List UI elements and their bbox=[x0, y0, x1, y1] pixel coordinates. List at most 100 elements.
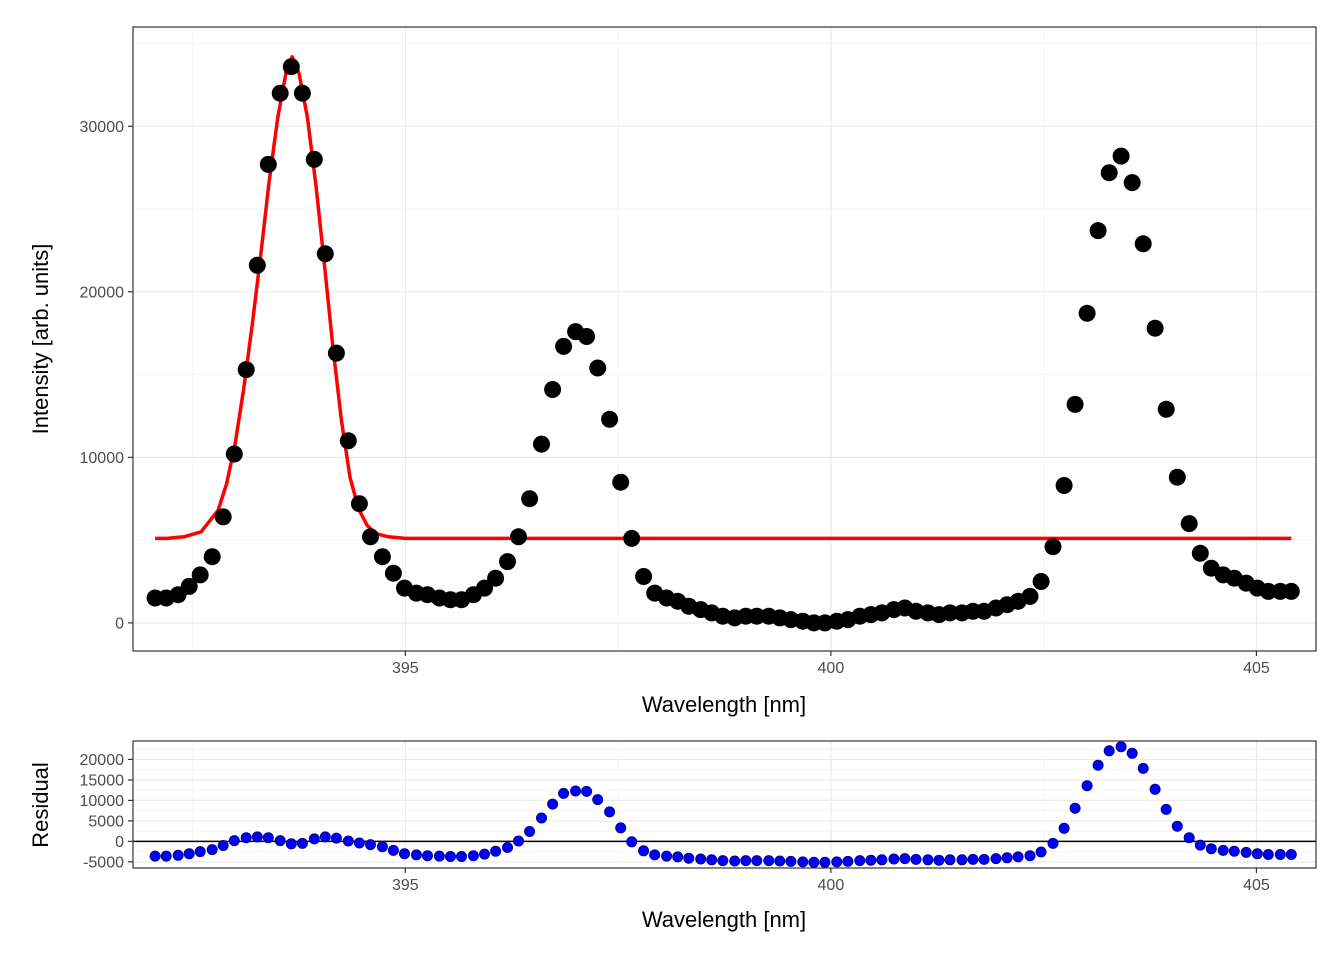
residual-point bbox=[1012, 851, 1024, 863]
residual-point bbox=[410, 849, 422, 861]
residual-point bbox=[1251, 848, 1263, 860]
residual-point bbox=[933, 854, 945, 866]
residual-point bbox=[751, 855, 763, 867]
data-point bbox=[1112, 147, 1130, 165]
data-point bbox=[533, 435, 550, 453]
y-tick-label: 0 bbox=[115, 834, 124, 851]
residual-point bbox=[1024, 850, 1036, 862]
data-point bbox=[1134, 235, 1152, 253]
residual-point bbox=[854, 855, 866, 867]
data-point bbox=[1146, 319, 1164, 337]
residual-point bbox=[967, 853, 979, 865]
data-point bbox=[339, 432, 357, 450]
data-point bbox=[1180, 515, 1198, 533]
residual-panel: 395 400 405 -5000 0 5000 10000 15000 20000 Wavel… bbox=[28, 740, 1317, 932]
residual-point bbox=[149, 850, 161, 862]
x-tick-label: 395 bbox=[392, 877, 419, 894]
residual-point bbox=[706, 854, 718, 866]
x-tick-label: 405 bbox=[1243, 877, 1270, 894]
residual-point bbox=[683, 852, 695, 864]
residual-point bbox=[387, 844, 399, 856]
data-point bbox=[601, 410, 619, 428]
residual-point bbox=[1126, 747, 1138, 759]
data-point bbox=[612, 473, 630, 491]
residual-point bbox=[1262, 849, 1274, 860]
y-tick-label: 30000 bbox=[80, 119, 125, 136]
residual-point bbox=[865, 854, 877, 866]
main-x-axis-title: Wavelength [nm] bbox=[642, 692, 806, 717]
data-point bbox=[350, 495, 368, 513]
data-point bbox=[1089, 222, 1107, 240]
residual-point bbox=[445, 851, 456, 862]
data-point bbox=[248, 256, 266, 274]
residual-point bbox=[296, 837, 308, 849]
data-point bbox=[327, 344, 345, 362]
residual-point bbox=[160, 850, 172, 862]
residual-point bbox=[399, 848, 410, 860]
residual-point bbox=[479, 848, 490, 860]
residual-point bbox=[581, 785, 593, 797]
residual-point bbox=[342, 835, 354, 847]
data-point bbox=[748, 607, 766, 625]
residual-point bbox=[944, 854, 956, 866]
residual-point bbox=[524, 826, 536, 837]
residual-point bbox=[206, 844, 218, 856]
data-point bbox=[1157, 400, 1175, 418]
data-point bbox=[589, 359, 607, 377]
residual-point bbox=[615, 822, 627, 834]
residual-point bbox=[1001, 852, 1013, 864]
residual-point bbox=[274, 835, 286, 847]
residual-point bbox=[1205, 843, 1217, 855]
data-point bbox=[555, 337, 573, 355]
residual-point bbox=[456, 851, 467, 862]
residual-point bbox=[490, 845, 502, 857]
residual-point bbox=[990, 853, 1002, 865]
residual-point bbox=[626, 836, 638, 848]
data-point bbox=[316, 245, 334, 263]
residual-x-axis-title: Wavelength [nm] bbox=[642, 907, 806, 932]
data-point bbox=[305, 150, 323, 168]
residual-point bbox=[910, 853, 922, 865]
residual-point bbox=[604, 806, 616, 818]
residual-plot-area bbox=[133, 741, 1316, 868]
data-point bbox=[476, 579, 493, 597]
residual-point bbox=[251, 831, 263, 843]
data-point bbox=[1191, 544, 1209, 562]
y-tick-label: 0 bbox=[115, 615, 124, 632]
data-point bbox=[259, 155, 277, 173]
residual-point bbox=[717, 855, 729, 867]
residual-point bbox=[978, 853, 990, 865]
data-point bbox=[180, 577, 198, 595]
data-point bbox=[1282, 582, 1300, 600]
residual-point bbox=[1160, 803, 1172, 815]
residual-point bbox=[513, 835, 524, 847]
residual-point bbox=[547, 798, 559, 810]
residual-point bbox=[1081, 780, 1093, 792]
data-point bbox=[623, 529, 641, 547]
y-tick-label: 10000 bbox=[80, 450, 125, 467]
data-point bbox=[1021, 587, 1039, 605]
data-point bbox=[578, 328, 596, 345]
main-panel-background bbox=[133, 27, 1316, 651]
residual-point bbox=[1149, 783, 1161, 795]
data-point bbox=[1100, 164, 1118, 182]
residual-point bbox=[922, 854, 934, 866]
residual-ticks: 395 400 405 -5000 0 5000 10000 15000 20000 bbox=[80, 752, 1270, 894]
residual-point bbox=[1103, 745, 1115, 757]
data-point bbox=[214, 508, 232, 526]
data-point bbox=[293, 84, 311, 102]
residual-point bbox=[217, 840, 229, 851]
residual-point bbox=[502, 842, 513, 853]
residual-point bbox=[842, 855, 854, 867]
main-plot-area bbox=[146, 55, 1300, 632]
residual-point bbox=[956, 854, 968, 866]
data-point bbox=[384, 564, 402, 582]
data-point bbox=[362, 528, 379, 546]
residual-point bbox=[1058, 822, 1070, 834]
residual-point bbox=[808, 856, 820, 868]
x-tick-label: 405 bbox=[1243, 660, 1270, 677]
residual-point bbox=[1115, 741, 1127, 753]
residual-point bbox=[1240, 846, 1252, 858]
residual-point bbox=[638, 845, 650, 857]
x-tick-label: 395 bbox=[392, 660, 419, 677]
